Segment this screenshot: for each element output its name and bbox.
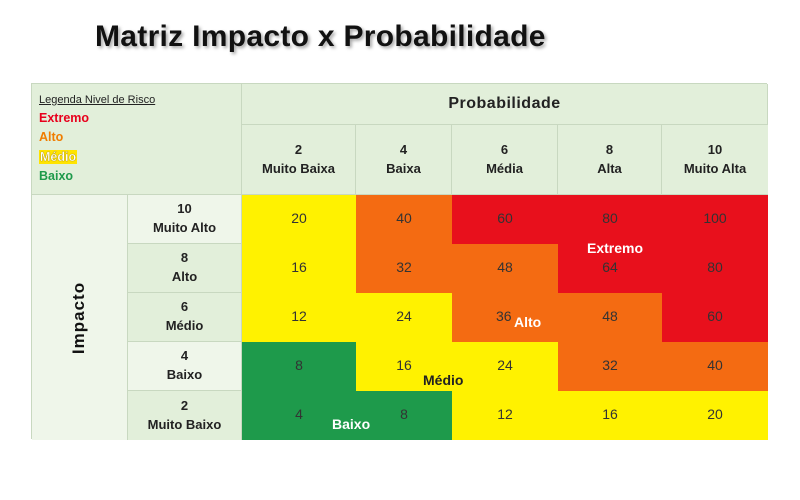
risk-legend: Legenda Nivel de Risco Extremo Alto Médi… bbox=[32, 84, 242, 195]
prob-col-label: Média bbox=[486, 160, 523, 176]
prob-col-value: 4 bbox=[399, 141, 408, 157]
matrix-cell: 36 bbox=[452, 293, 558, 342]
legend-item-alto: Alto bbox=[39, 130, 64, 145]
matrix-cell: 16 bbox=[558, 391, 662, 440]
matrix-cell: 80 bbox=[662, 244, 768, 293]
zone-label-alto: Alto bbox=[514, 314, 542, 330]
matrix-cell: 60 bbox=[662, 293, 768, 342]
legend-title: Legenda Nivel de Risco bbox=[39, 94, 156, 106]
legend-item-baixo: Baixo bbox=[39, 169, 74, 184]
impact-row-header: 6 Médio bbox=[128, 293, 242, 342]
prob-col-label: Muito Alta bbox=[683, 160, 747, 176]
prob-col-value: 6 bbox=[500, 141, 509, 157]
prob-col-header: 6 Média bbox=[452, 125, 558, 195]
impact-title: Impacto bbox=[69, 281, 89, 354]
probability-title: Probabilidade bbox=[242, 84, 768, 125]
matrix-cell: 40 bbox=[662, 342, 768, 391]
impact-row-value: 4 bbox=[180, 348, 189, 364]
page-title: Matriz Impacto x Probabilidade bbox=[95, 20, 546, 53]
matrix-cell: 100 bbox=[662, 195, 768, 244]
matrix-cell: 4 bbox=[242, 391, 356, 440]
impact-row-value: 6 bbox=[180, 299, 189, 315]
zone-label-medio: Médio bbox=[423, 372, 464, 388]
matrix-cell: 16 bbox=[356, 342, 452, 391]
impact-row-value: 2 bbox=[180, 397, 189, 413]
matrix-cell: 40 bbox=[356, 195, 452, 244]
impact-row-value: 10 bbox=[177, 201, 192, 217]
impact-row-header: 8 Alto bbox=[128, 244, 242, 293]
impact-row-label: Alto bbox=[171, 269, 198, 284]
matrix-cell: 32 bbox=[558, 342, 662, 391]
matrix-cell: 80 bbox=[558, 195, 662, 244]
prob-col-header: 8 Alta bbox=[558, 125, 662, 195]
impact-axis-label: Impacto bbox=[32, 195, 128, 440]
matrix-cell: 48 bbox=[452, 244, 558, 293]
matrix-cell: 24 bbox=[356, 293, 452, 342]
prob-col-value: 8 bbox=[605, 141, 614, 157]
matrix-cell: 8 bbox=[242, 342, 356, 391]
impact-row-value: 8 bbox=[180, 250, 189, 266]
impact-row-label: Médio bbox=[165, 318, 204, 333]
prob-col-header: 10 Muito Alta bbox=[662, 125, 768, 195]
prob-col-header: 2 Muito Baixa bbox=[242, 125, 356, 195]
prob-col-label: Muito Baixa bbox=[262, 160, 335, 176]
zone-label-extremo: Extremo bbox=[587, 240, 644, 256]
impact-row-label: Muito Alto bbox=[152, 220, 217, 235]
impact-row-label: Baixo bbox=[166, 367, 203, 382]
prob-col-value: 10 bbox=[707, 141, 723, 157]
matrix-cell: 48 bbox=[558, 293, 662, 342]
matrix-cell: 16 bbox=[242, 244, 356, 293]
impact-row-header: 10 Muito Alto bbox=[128, 195, 242, 244]
prob-col-label: Alta bbox=[597, 160, 622, 176]
impact-row-header: 4 Baixo bbox=[128, 342, 242, 391]
prob-col-value: 2 bbox=[294, 141, 303, 157]
legend-item-medio: Médio bbox=[39, 149, 78, 164]
matrix-cell: 8 bbox=[356, 391, 452, 440]
matrix-cell: 12 bbox=[242, 293, 356, 342]
matrix-cell: 12 bbox=[452, 391, 558, 440]
zone-label-baixo: Baixo bbox=[332, 416, 371, 432]
matrix-cell: 20 bbox=[242, 195, 356, 244]
matrix-cell: 60 bbox=[452, 195, 558, 244]
impact-row-header: 2 Muito Baixo bbox=[128, 391, 242, 440]
legend-item-extremo: Extremo bbox=[39, 111, 90, 126]
prob-col-label: Baixa bbox=[386, 160, 421, 176]
matrix-cell: 24 bbox=[452, 342, 558, 391]
prob-col-header: 4 Baixa bbox=[356, 125, 452, 195]
matrix-cell: 64 bbox=[558, 244, 662, 293]
matrix-cell: 32 bbox=[356, 244, 452, 293]
risk-matrix: Legenda Nivel de Risco Extremo Alto Médi… bbox=[31, 83, 768, 440]
matrix-cell: 20 bbox=[662, 391, 768, 440]
impact-row-label: Muito Baixo bbox=[147, 416, 222, 432]
